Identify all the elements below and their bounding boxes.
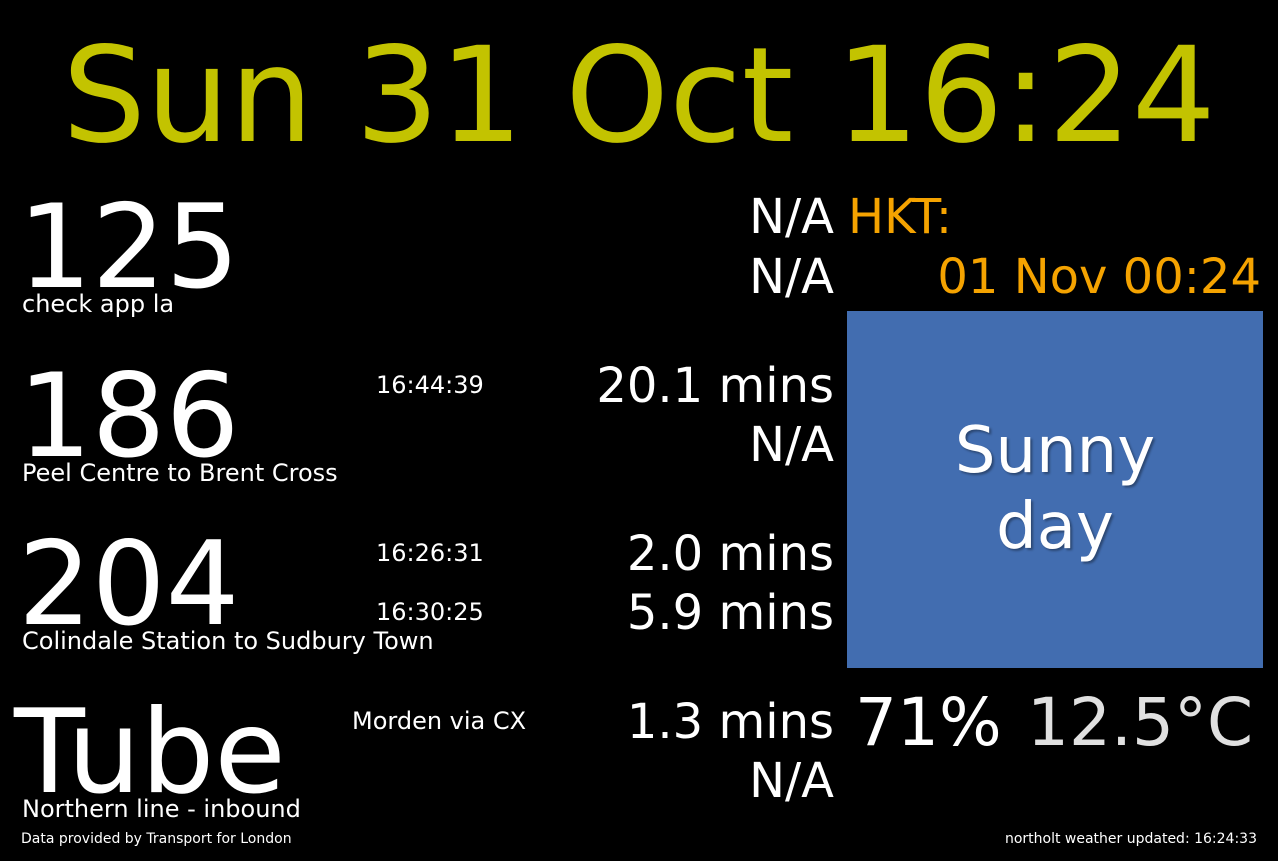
route-description: check app la	[22, 290, 175, 318]
data-attribution: Data provided by Transport for London	[21, 831, 292, 847]
weather-updated-time: northolt weather updated: 16:24:33	[1004, 831, 1257, 847]
route-description: Northern line - inbound	[22, 795, 301, 823]
route-scheduled-time: 16:44:39	[376, 371, 484, 399]
route-eta-second: N/A	[749, 249, 834, 305]
route-description: Colindale Station to Sudbury Town	[22, 627, 434, 655]
route-scheduled-time: 16:30:25	[376, 598, 484, 626]
route-number: 204	[18, 517, 240, 652]
route-eta-second: 5.9 mins	[626, 585, 834, 641]
route-number: Tube	[14, 685, 286, 820]
route-destination: Morden via CX	[352, 707, 527, 735]
route-eta-second: N/A	[749, 753, 834, 809]
date-time-clock: Sun 31 Oct 16:24	[62, 19, 1216, 173]
humidity-reading: 71%	[855, 684, 1002, 761]
route-description: Peel Centre to Brent Cross	[22, 459, 338, 487]
timezone-label: HKT:	[848, 189, 953, 245]
route-eta-first: 2.0 mins	[626, 526, 834, 582]
route-eta-first: 20.1 mins	[596, 358, 834, 414]
route-eta-first: N/A	[749, 189, 834, 245]
temperature-reading: 12.5°C	[1027, 684, 1254, 761]
route-number: 125	[18, 180, 240, 315]
route-number: 186	[18, 349, 240, 484]
timezone-time: 01 Nov 00:24	[937, 249, 1261, 305]
route-eta-first: 1.3 mins	[626, 694, 834, 750]
route-eta-second: N/A	[749, 417, 834, 473]
route-scheduled-time: 16:26:31	[376, 539, 484, 567]
weather-panel: Sunny day	[847, 311, 1263, 668]
weather-summary: Sunny day	[954, 413, 1156, 564]
